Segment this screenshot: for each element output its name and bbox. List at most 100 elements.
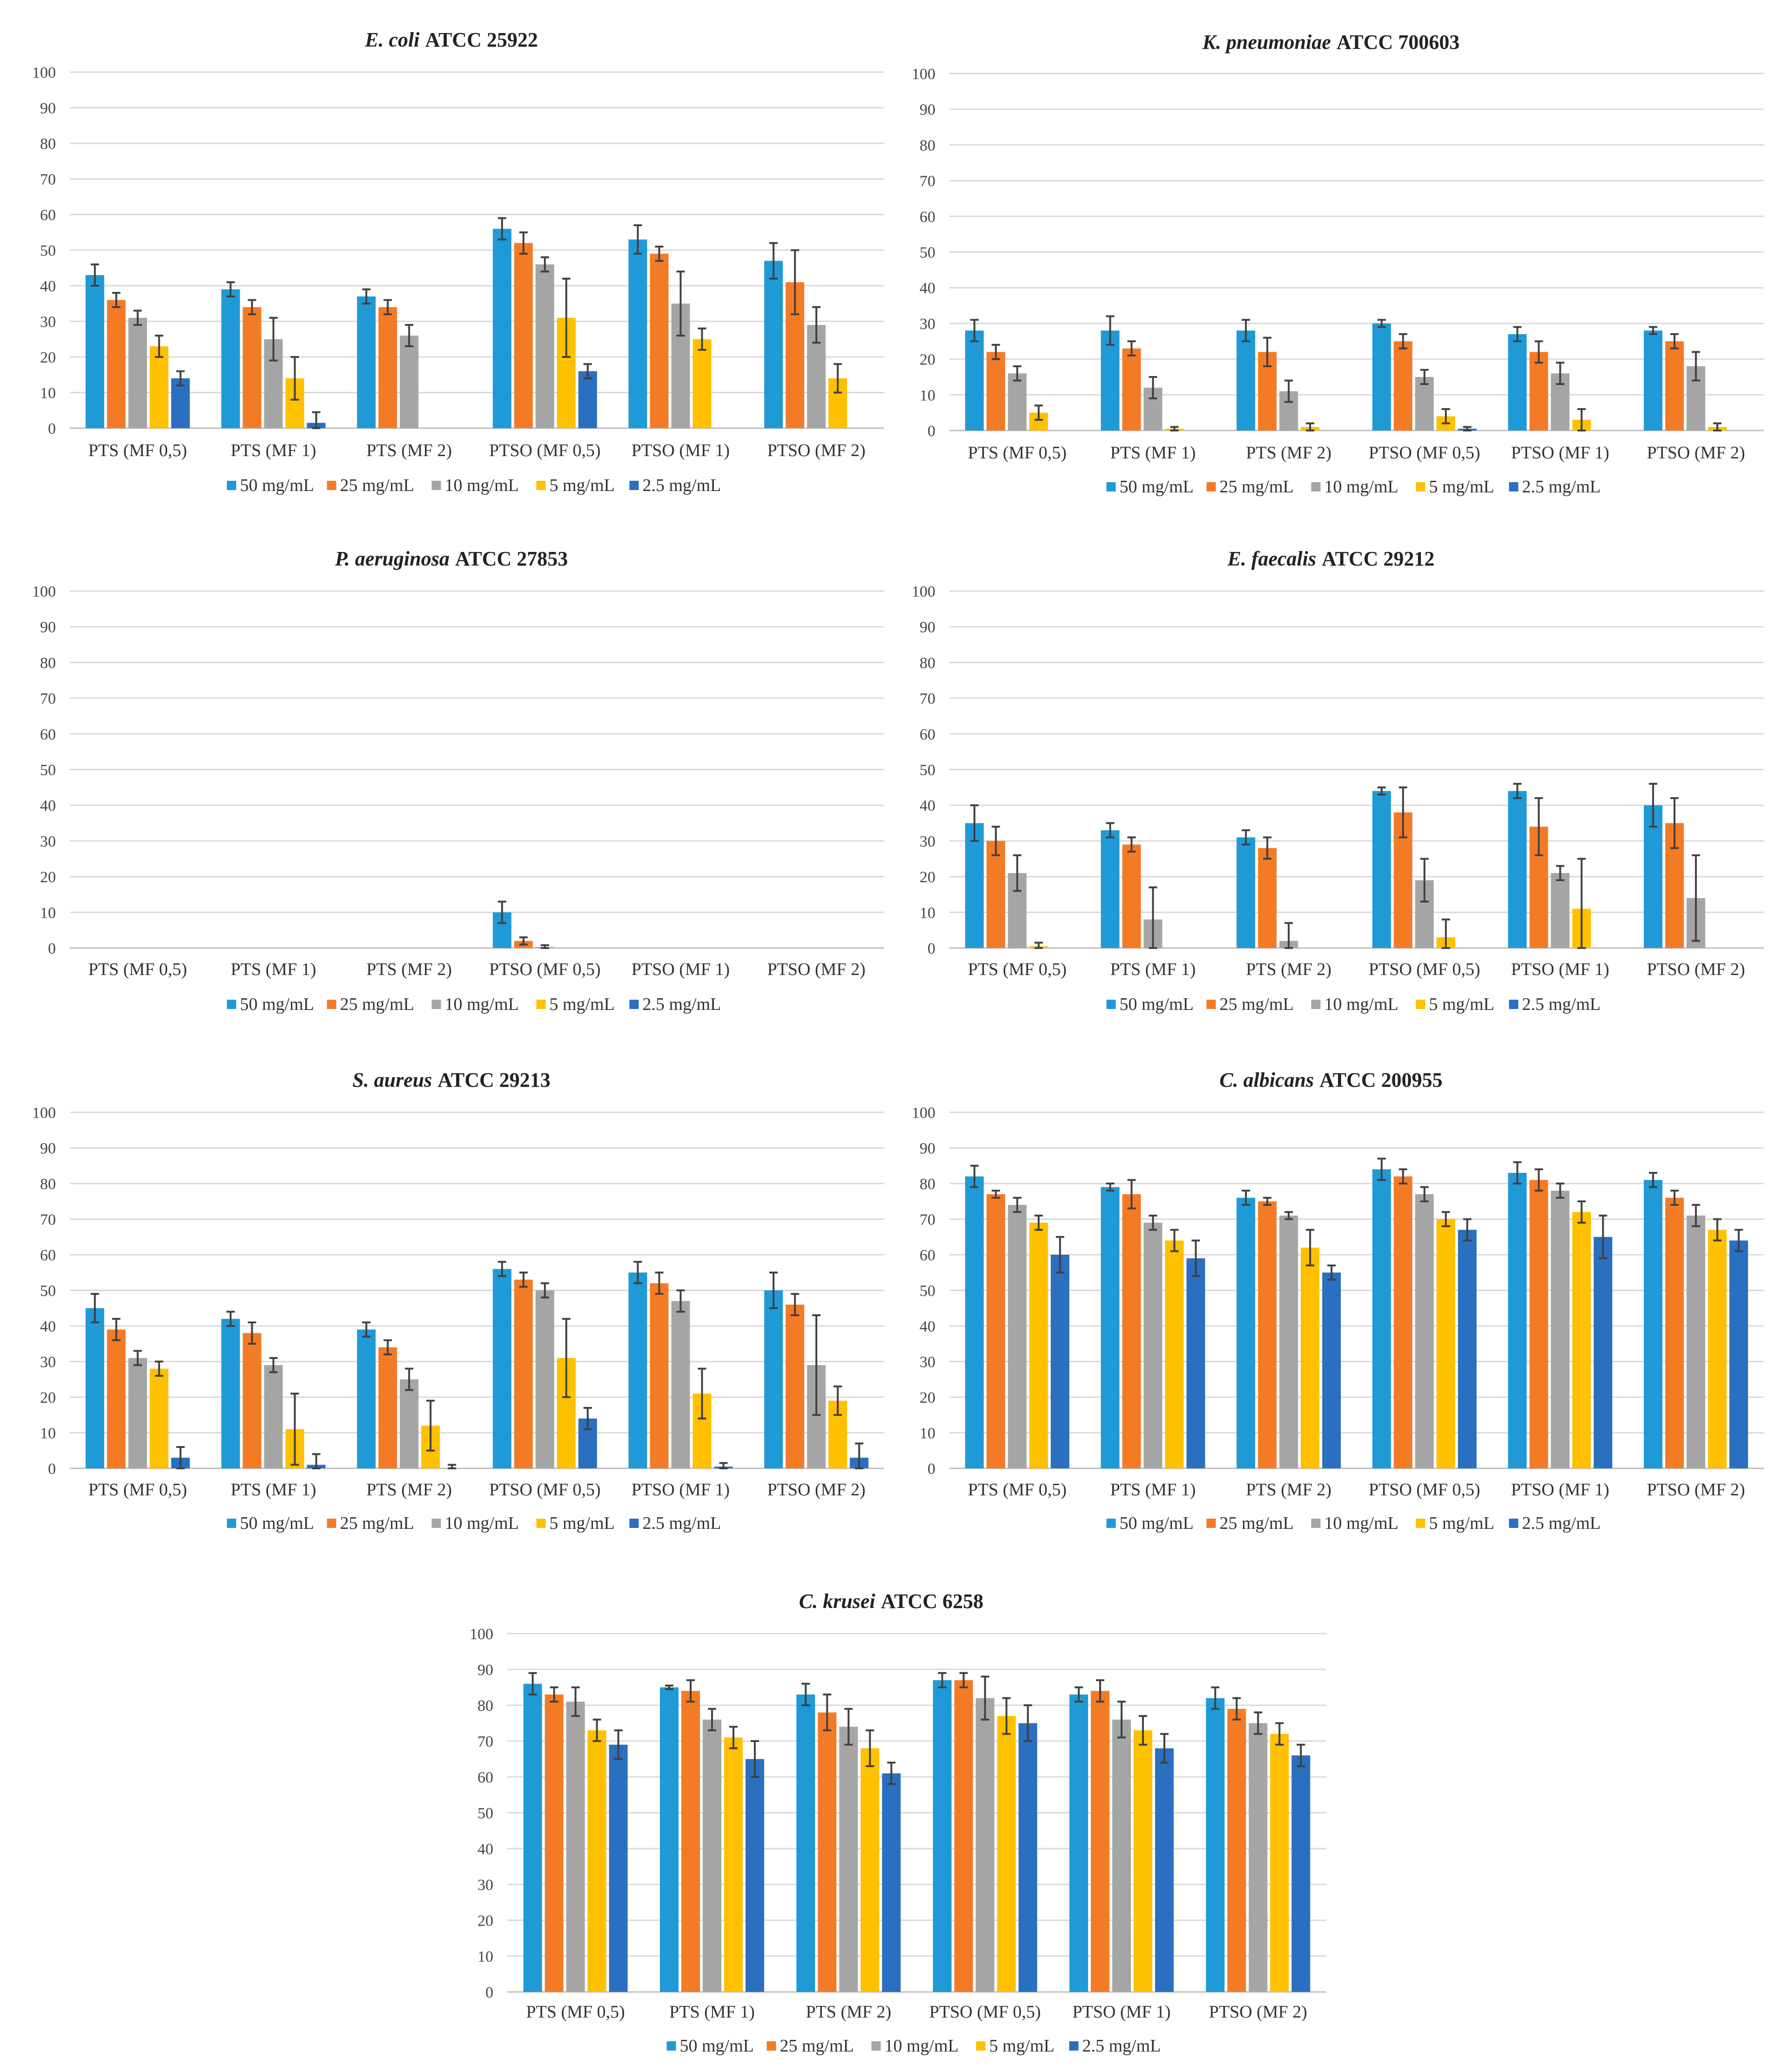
bar [1393, 341, 1412, 431]
bar [1508, 334, 1527, 431]
chart-panel: S. aureus ATCC 29213 0 10 20 30 40 50 60 70 80 90 10… [32, 1069, 884, 1533]
bar [986, 1194, 1005, 1468]
bar [1291, 1755, 1311, 1992]
legend-item: 25 mg/mL [1206, 1514, 1294, 1533]
bar [1186, 1258, 1205, 1468]
x-tick-label: PTSO (MF 0,5) [1369, 443, 1480, 463]
bar [535, 264, 554, 428]
y-tick-label: 70 [40, 1211, 56, 1229]
legend-swatch [1509, 482, 1519, 491]
legend-item: 2.5 mg/mL [629, 476, 721, 495]
y-tick-label: 30 [477, 1877, 493, 1894]
bar [107, 1329, 126, 1468]
x-tick-label: PTSO (MF 0,5) [1369, 960, 1480, 979]
chart-title-species: P. aeruginosa [335, 547, 450, 570]
x-tick-label: PTSO (MF 1) [632, 441, 730, 460]
legend-swatch [1311, 1519, 1321, 1528]
legend-item: 2.5 mg/mL [629, 995, 721, 1014]
bar [1415, 377, 1434, 431]
x-tick-label: PTS (MF 2) [1246, 443, 1331, 463]
bar [1018, 1723, 1037, 1992]
legend-item: 5 mg/mL [976, 2036, 1055, 2056]
x-tick-label: PTSO (MF 0,5) [929, 2002, 1041, 2022]
y-tick-label: 30 [40, 1354, 56, 1371]
legend-swatch [871, 2041, 881, 2051]
y-tick-label: 0 [927, 940, 935, 957]
legend-item: 2.5 mg/mL [1509, 995, 1601, 1014]
bar [703, 1719, 721, 1992]
chart-panel: C. krusei ATCC 6258 0 10 20 30 40 50 60 70 80 90 100… [470, 1590, 1326, 2056]
bar [1249, 1723, 1268, 1992]
y-tick-label: 40 [920, 797, 935, 814]
legend-label: 25 mg/mL [340, 1514, 414, 1533]
legend-item: 50 mg/mL [1106, 995, 1194, 1014]
y-tick-label: 10 [40, 904, 56, 922]
legend-swatch [536, 1000, 546, 1009]
legend-label: 5 mg/mL [550, 995, 615, 1014]
legend-swatch [976, 2041, 986, 2051]
bar [1134, 1730, 1152, 1992]
y-tick-label: 70 [477, 1733, 493, 1750]
bar [85, 1308, 104, 1468]
legend-label: 25 mg/mL [340, 476, 414, 495]
x-tick-label: PTSO (MF 1) [1511, 960, 1609, 979]
y-tick-label: 0 [927, 1460, 935, 1478]
bar [1122, 1194, 1141, 1468]
bar [796, 1694, 815, 1992]
x-tick-label: PTS (MF 0,5) [526, 2002, 625, 2022]
bar [242, 1333, 262, 1468]
y-tick-label: 30 [40, 833, 56, 850]
x-tick-label: PTS (MF 2) [1246, 1480, 1331, 1500]
legend-label: 5 mg/mL [550, 476, 615, 495]
bar [764, 261, 783, 428]
y-tick-label: 0 [485, 1984, 493, 2001]
legend-swatch [1311, 482, 1321, 491]
legend-swatch [227, 481, 236, 490]
bar [1665, 1197, 1684, 1468]
x-tick-label: PTSO (MF 0,5) [489, 960, 601, 979]
y-tick-label: 30 [920, 1354, 935, 1371]
legend-swatch [666, 2041, 676, 2051]
bar [1551, 873, 1570, 948]
bar [1165, 1240, 1184, 1468]
chart-title: C. albicans ATCC 200955 [1219, 1069, 1442, 1091]
legend-label: 2.5 mg/mL [1522, 995, 1601, 1014]
bar [587, 1730, 606, 1992]
y-tick-label: 10 [920, 1425, 935, 1442]
legend-label: 5 mg/mL [1429, 477, 1494, 497]
y-tick-label: 40 [920, 280, 935, 297]
y-tick-label: 60 [40, 1247, 56, 1264]
bar [1237, 1197, 1256, 1468]
y-tick-label: 40 [920, 1318, 935, 1335]
y-tick-label: 50 [920, 1283, 935, 1300]
y-tick-label: 90 [920, 619, 935, 636]
bar [149, 1368, 168, 1468]
chart-title-strain: ATCC 6258 [881, 1590, 983, 1613]
x-tick-label: PTS (MF 2) [806, 2002, 891, 2022]
bar [986, 352, 1005, 431]
bar [1270, 1734, 1289, 1992]
bar [724, 1737, 743, 1992]
y-tick-label: 50 [40, 1283, 56, 1300]
y-tick-label: 80 [40, 654, 56, 672]
bar [986, 841, 1005, 948]
bar [1237, 837, 1256, 948]
bar [650, 1283, 669, 1468]
y-tick-label: 10 [920, 904, 935, 922]
y-tick-label: 20 [920, 869, 935, 886]
x-tick-label: PTS (MF 1) [1110, 443, 1196, 463]
x-tick-label: PTS (MF 0,5) [968, 960, 1067, 979]
bar [1122, 348, 1141, 431]
y-tick-label: 90 [920, 1140, 935, 1157]
x-tick-label: PTSO (MF 0,5) [489, 441, 601, 460]
bar [933, 1680, 952, 1992]
legend-item: 5 mg/mL [536, 1514, 615, 1533]
bar [965, 823, 984, 948]
y-tick-label: 40 [40, 278, 56, 295]
y-tick-label: 50 [40, 242, 56, 260]
y-tick-label: 100 [912, 66, 935, 83]
bar [85, 275, 104, 428]
x-tick-label: PTSO (MF 2) [1647, 443, 1745, 463]
y-tick-label: 90 [40, 619, 56, 636]
y-tick-label: 80 [920, 1176, 935, 1193]
